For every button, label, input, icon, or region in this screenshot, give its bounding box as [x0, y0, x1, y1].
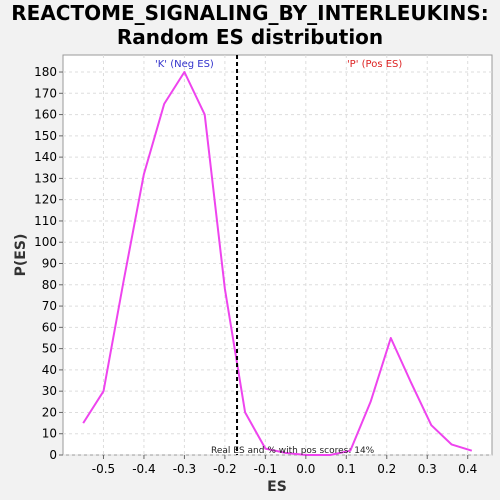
x-tick-label: -0.5 [92, 462, 115, 476]
x-axis-ticks: -0.5 -0.4 -0.3 -0.2 -0.1 0.0 0.1 0.2 0.3 0.4 [92, 455, 477, 476]
y-axis-label: P(ES) [13, 234, 29, 277]
x-tick-label: -0.4 [132, 462, 155, 476]
y-tick-label: 110 [34, 214, 57, 228]
y-tick-label: 10 [42, 427, 57, 441]
grid [63, 55, 492, 456]
y-tick-label: 140 [34, 150, 57, 164]
y-tick-label: 20 [42, 405, 57, 419]
chart-title-line-2: Random ES distribution [117, 25, 383, 49]
y-tick-label: 50 [42, 342, 57, 356]
x-tick-label: -0.3 [173, 462, 196, 476]
series-layer [82, 71, 473, 456]
y-tick-label: 180 [34, 65, 57, 79]
x-axis-label: ES [267, 479, 287, 495]
x-tick-label: 0.0 [296, 462, 315, 476]
y-tick-label: 120 [34, 193, 57, 207]
y-tick-label: 100 [34, 235, 57, 249]
chart-title-line-1: REACTOME_SIGNALING_BY_INTERLEUKINS: [11, 1, 489, 25]
x-tick-label: 0.2 [377, 462, 396, 476]
x-tick-label: -0.2 [213, 462, 236, 476]
x-tick-label: 0.4 [458, 462, 477, 476]
pos-es-label: 'P' (Pos ES) [347, 59, 402, 70]
y-tick-label: 160 [34, 108, 57, 122]
real-es-note: Real ES and % with pos scores: 14% [211, 446, 375, 456]
y-tick-label: 170 [34, 86, 57, 100]
x-tick-label: -0.1 [254, 462, 277, 476]
neg-es-label: 'K' (Neg ES) [155, 59, 214, 70]
x-tick-label: 0.1 [337, 462, 356, 476]
y-tick-label: 0 [49, 448, 57, 462]
y-axis-ticks: 0 10 20 30 40 50 60 70 80 90 100 110 120 130 140 150 160… [34, 65, 63, 462]
y-tick-label: 60 [42, 320, 57, 334]
y-tick-label: 90 [42, 257, 57, 271]
y-tick-label: 80 [42, 278, 57, 292]
y-tick-label: 30 [42, 384, 57, 398]
y-tick-label: 130 [34, 171, 57, 185]
y-tick-label: 150 [34, 129, 57, 143]
plot-area: 'K' (Neg ES) 'P' (Pos ES) Real ES and % … [62, 54, 493, 456]
y-tick-label: 40 [42, 363, 57, 377]
x-tick-label: 0.3 [418, 462, 437, 476]
y-tick-label: 70 [42, 299, 57, 313]
series-line [82, 71, 473, 456]
plot-background [62, 54, 493, 456]
